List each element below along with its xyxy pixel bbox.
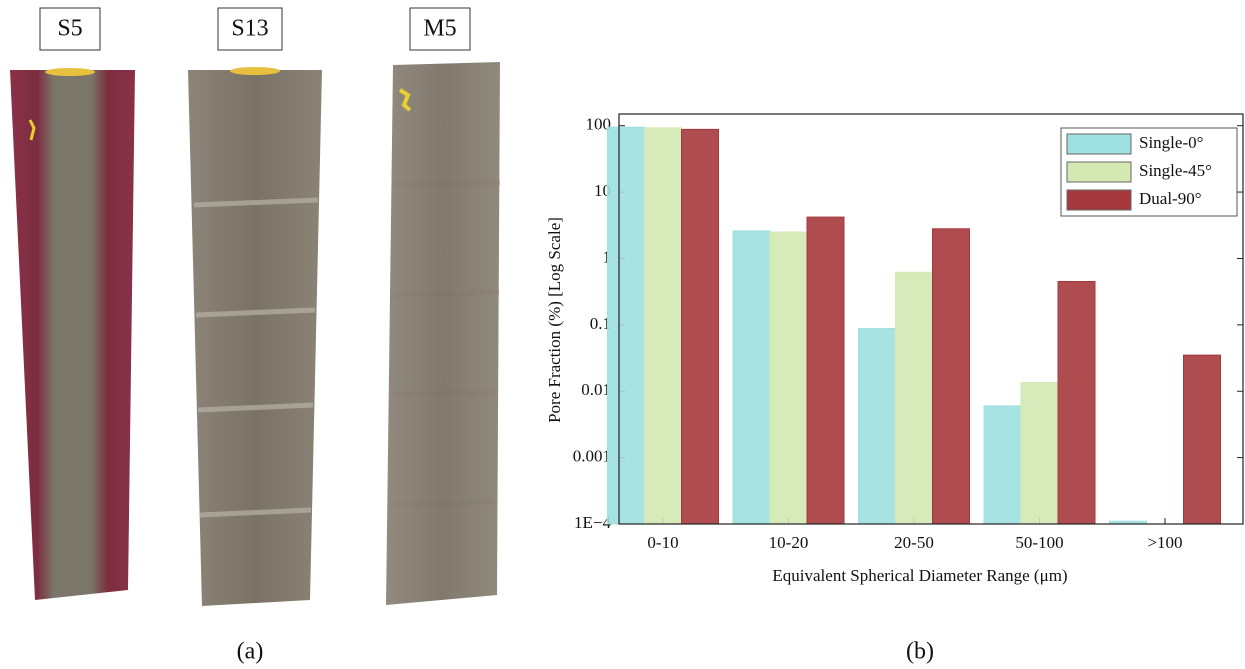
x-tick-label: 10-20 <box>769 533 809 552</box>
legend-label: Single-0° <box>1139 133 1203 152</box>
x-tick-label: 50-100 <box>1015 533 1063 552</box>
legend-label: Single-45° <box>1139 161 1212 180</box>
y-tick-label: 0.01 <box>581 380 611 399</box>
legend-swatch <box>1067 162 1131 182</box>
specimen-m5 <box>386 62 500 605</box>
figure: S5 S13 M5 (a) (b) Equivalent Spherical D… <box>0 0 1245 669</box>
y-tick-label: 1E−4 <box>574 513 611 532</box>
bar <box>933 229 970 524</box>
legend-swatch <box>1067 134 1131 154</box>
bar <box>733 231 770 524</box>
specimen-label: S5 <box>57 16 82 42</box>
panel-caption: (a) <box>237 639 264 665</box>
legend-swatch <box>1067 190 1131 210</box>
bar <box>1058 281 1095 524</box>
specimen-label: S13 <box>231 16 268 42</box>
specimen-label: M5 <box>423 16 456 42</box>
bar <box>859 329 896 524</box>
bar <box>896 272 933 524</box>
specimen-renders <box>10 62 500 606</box>
specimen-labels: S5 S13 M5 <box>40 8 470 50</box>
bar <box>807 217 844 524</box>
legend-label: Dual-90° <box>1139 189 1202 208</box>
specimen-s5 <box>10 70 135 600</box>
specimen-s13 <box>188 70 322 606</box>
bar <box>1021 383 1058 524</box>
x-tick-label: 0-10 <box>647 533 678 552</box>
bar <box>984 406 1021 524</box>
bar <box>682 129 719 524</box>
specimen-top <box>230 67 280 75</box>
panel-caption: (b) <box>906 639 934 665</box>
x-tick-label: 20-50 <box>894 533 934 552</box>
bar <box>608 127 645 524</box>
x-tick-label: >100 <box>1147 533 1182 552</box>
specimen-top <box>45 68 95 76</box>
bar <box>645 128 682 524</box>
y-axis-label: Pore Fraction (%) [Log Scale] <box>545 217 564 423</box>
bar <box>770 232 807 524</box>
y-tick-label: 0.001 <box>573 447 611 466</box>
bar <box>1184 355 1221 524</box>
x-axis-label: Equivalent Spherical Diameter Range (μm) <box>772 566 1067 585</box>
